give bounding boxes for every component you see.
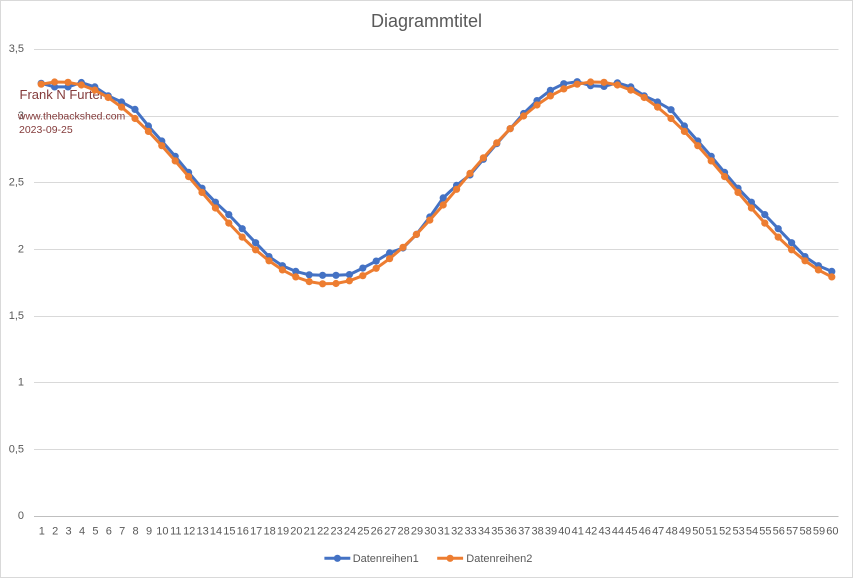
svg-text:35: 35 — [491, 526, 503, 538]
svg-text:5: 5 — [92, 526, 98, 538]
svg-text:52: 52 — [719, 526, 731, 538]
svg-text:51: 51 — [706, 526, 718, 538]
svg-text:2023-09-25: 2023-09-25 — [19, 124, 73, 136]
svg-text:9: 9 — [146, 526, 152, 538]
svg-text:0,5: 0,5 — [9, 443, 24, 455]
svg-text:32: 32 — [451, 526, 463, 538]
svg-text:58: 58 — [799, 526, 811, 538]
svg-text:38: 38 — [531, 526, 543, 538]
svg-text:8: 8 — [133, 526, 139, 538]
svg-text:40: 40 — [558, 526, 570, 538]
svg-text:www.thebackshed.com: www.thebackshed.com — [17, 111, 126, 123]
svg-text:33: 33 — [464, 526, 476, 538]
svg-text:59: 59 — [813, 526, 825, 538]
svg-text:3: 3 — [66, 526, 72, 538]
svg-text:45: 45 — [625, 526, 637, 538]
svg-text:21: 21 — [304, 526, 316, 538]
svg-text:0: 0 — [18, 510, 24, 522]
svg-text:48: 48 — [665, 526, 677, 538]
svg-text:19: 19 — [277, 526, 289, 538]
svg-text:11: 11 — [170, 526, 181, 538]
svg-text:34: 34 — [478, 526, 490, 538]
svg-text:50: 50 — [692, 526, 704, 538]
svg-text:1,5: 1,5 — [9, 310, 24, 322]
svg-text:25: 25 — [357, 526, 369, 538]
svg-text:Diagrammtitel: Diagrammtitel — [371, 11, 482, 31]
svg-text:37: 37 — [518, 526, 530, 538]
svg-text:Frank N Furter: Frank N Furter — [20, 87, 105, 102]
svg-text:14: 14 — [210, 526, 222, 538]
svg-text:28: 28 — [397, 526, 409, 538]
svg-text:2,5: 2,5 — [9, 177, 24, 189]
svg-text:7: 7 — [119, 526, 125, 538]
svg-text:1: 1 — [39, 526, 45, 538]
svg-text:57: 57 — [786, 526, 798, 538]
svg-text:15: 15 — [223, 526, 235, 538]
svg-text:23: 23 — [330, 526, 342, 538]
svg-text:20: 20 — [290, 526, 302, 538]
svg-text:24: 24 — [344, 526, 356, 538]
svg-text:12: 12 — [183, 526, 195, 538]
svg-text:27: 27 — [384, 526, 396, 538]
svg-text:18: 18 — [263, 526, 275, 538]
svg-text:29: 29 — [411, 526, 423, 538]
svg-text:36: 36 — [505, 526, 517, 538]
svg-text:31: 31 — [438, 526, 450, 538]
svg-text:26: 26 — [371, 526, 383, 538]
svg-text:13: 13 — [196, 526, 208, 538]
svg-text:44: 44 — [612, 526, 624, 538]
svg-text:39: 39 — [545, 526, 557, 538]
svg-text:47: 47 — [652, 526, 664, 538]
svg-text:3,5: 3,5 — [9, 43, 24, 55]
svg-text:16: 16 — [237, 526, 249, 538]
svg-text:17: 17 — [250, 526, 262, 538]
svg-text:1: 1 — [18, 377, 24, 389]
svg-text:30: 30 — [424, 526, 436, 538]
svg-text:2: 2 — [52, 526, 58, 538]
svg-text:56: 56 — [773, 526, 785, 538]
svg-text:60: 60 — [826, 526, 838, 538]
svg-text:4: 4 — [79, 526, 85, 538]
svg-text:41: 41 — [572, 526, 584, 538]
svg-text:53: 53 — [732, 526, 744, 538]
svg-text:55: 55 — [759, 526, 771, 538]
svg-text:Datenreihen2: Datenreihen2 — [466, 553, 532, 565]
svg-text:3: 3 — [18, 110, 24, 122]
svg-text:54: 54 — [746, 526, 758, 538]
svg-text:Datenreihen1: Datenreihen1 — [353, 553, 419, 565]
svg-text:46: 46 — [639, 526, 651, 538]
svg-text:6: 6 — [106, 526, 112, 538]
svg-text:22: 22 — [317, 526, 329, 538]
svg-text:43: 43 — [598, 526, 610, 538]
svg-text:2: 2 — [18, 243, 24, 255]
svg-text:49: 49 — [679, 526, 691, 538]
svg-text:10: 10 — [156, 526, 168, 538]
svg-text:42: 42 — [585, 526, 597, 538]
